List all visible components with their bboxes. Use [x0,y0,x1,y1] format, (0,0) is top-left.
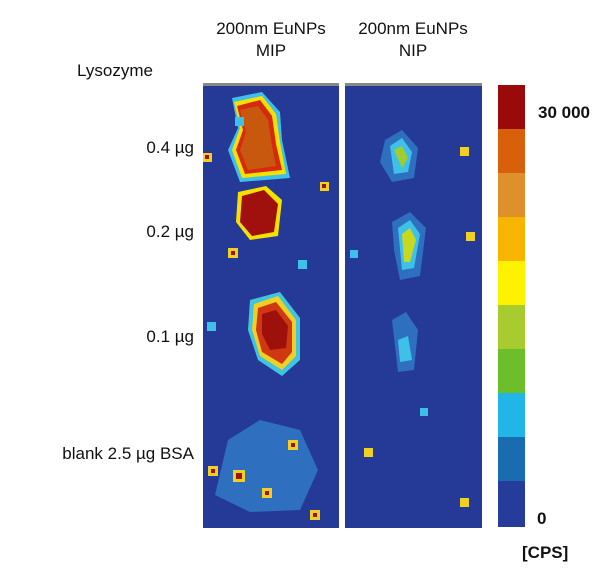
row-label: 0.2 µg [146,222,194,241]
colorbar-segment [498,173,525,217]
column-header: NIP [399,41,427,60]
heatmap-shape [231,251,235,255]
column-header: MIP [256,41,286,60]
colorbar-segment [498,305,525,349]
heatmap-shape [211,469,215,473]
heatmap-shape [265,491,269,495]
heatmaps [203,83,525,528]
row-header: Lysozyme [77,61,153,80]
heatmap-shape [240,106,276,170]
colorbar-segment [498,481,525,527]
heatmap-shape [364,448,373,457]
column-header: 200nm EuNPs [358,19,468,38]
heatmap-shape [235,117,244,126]
heatmap-shape [466,232,475,241]
heatmap-shape [420,408,428,416]
colorbar-segment [498,85,525,129]
heatmap-shape [203,83,339,86]
column-header: 200nm EuNPs [216,19,326,38]
heatmap-shape [313,513,317,517]
heatmap-shape [394,146,408,168]
heatmap-shape [207,322,216,331]
heatmap-shape [298,260,307,269]
heatmap-shape [291,443,295,447]
colorbar-segment [498,129,525,173]
heatmap-shape [322,184,326,188]
colorbar-min: 0 [537,509,546,528]
heatmap-shape [345,83,482,86]
heatmap-shape [240,190,278,236]
colorbar-segment [498,437,525,481]
colorbar-segment [498,261,525,305]
colorbar-segment [498,393,525,437]
heatmap-shape [236,473,242,479]
row-label: blank 2.5 µg BSA [62,444,194,463]
heatmap-shape [460,498,469,507]
colorbar-segment [498,349,525,393]
colorbar-segment [498,217,525,261]
row-label: 0.1 µg [146,327,194,346]
heatmap-shape [262,310,288,350]
heatmap-shape [398,336,412,362]
heatmap-shape [205,155,209,159]
heatmap-shape [460,147,469,156]
colorbar-max: 30 000 [538,103,590,122]
row-label: 0.4 µg [146,138,194,157]
colorbar-unit: [CPS] [522,543,568,562]
heatmap-shape [402,228,416,262]
heatmap-shape [350,250,358,258]
